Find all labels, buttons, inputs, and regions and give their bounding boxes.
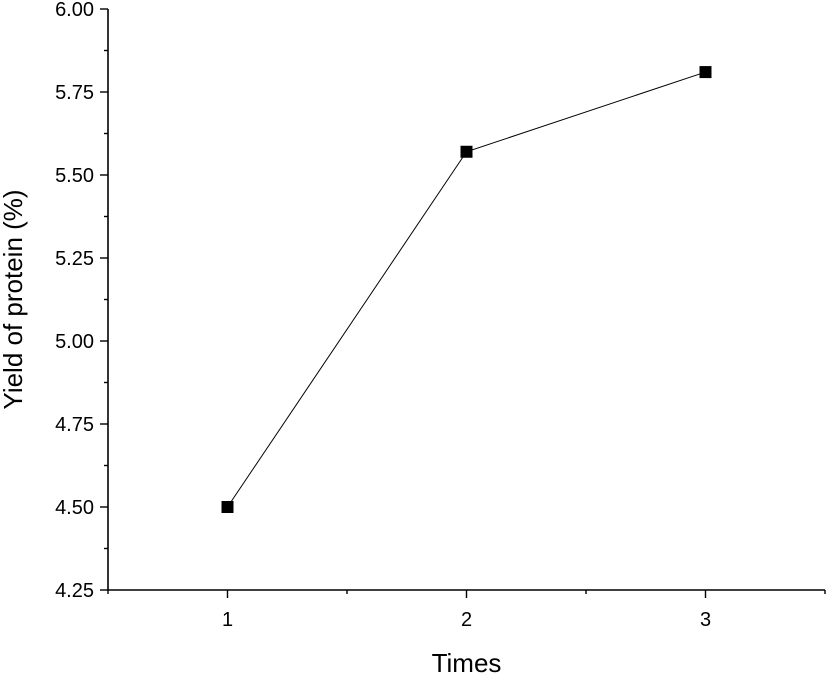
data-point bbox=[699, 66, 712, 79]
x-axis-title: Times bbox=[432, 648, 502, 675]
series-line bbox=[227, 71, 706, 508]
data-point bbox=[460, 145, 473, 158]
data-series bbox=[221, 66, 712, 513]
y-tick-label: 5.75 bbox=[55, 82, 94, 104]
x-tick-label: 2 bbox=[461, 609, 472, 631]
y-tick-label: 5.00 bbox=[55, 331, 94, 353]
y-ticks: 4.25 4.50 4.75 5.00 5.25 5.50 5.75 6.00 bbox=[55, 0, 108, 602]
y-tick-label: 4.25 bbox=[55, 580, 94, 602]
y-axis-title: Yield of protein (%) bbox=[0, 189, 28, 409]
y-tick-label: 4.50 bbox=[55, 497, 94, 519]
data-point bbox=[221, 501, 234, 513]
axes bbox=[107, 9, 825, 591]
x-tick-label: 1 bbox=[222, 609, 233, 631]
x-tick-label: 3 bbox=[700, 609, 711, 631]
y-tick-label: 5.50 bbox=[55, 165, 94, 187]
x-ticks: 1 2 3 bbox=[107, 590, 826, 631]
y-tick-label: 4.75 bbox=[55, 414, 94, 436]
y-tick-label: 6.00 bbox=[55, 0, 94, 21]
y-tick-label: 5.25 bbox=[55, 248, 94, 270]
